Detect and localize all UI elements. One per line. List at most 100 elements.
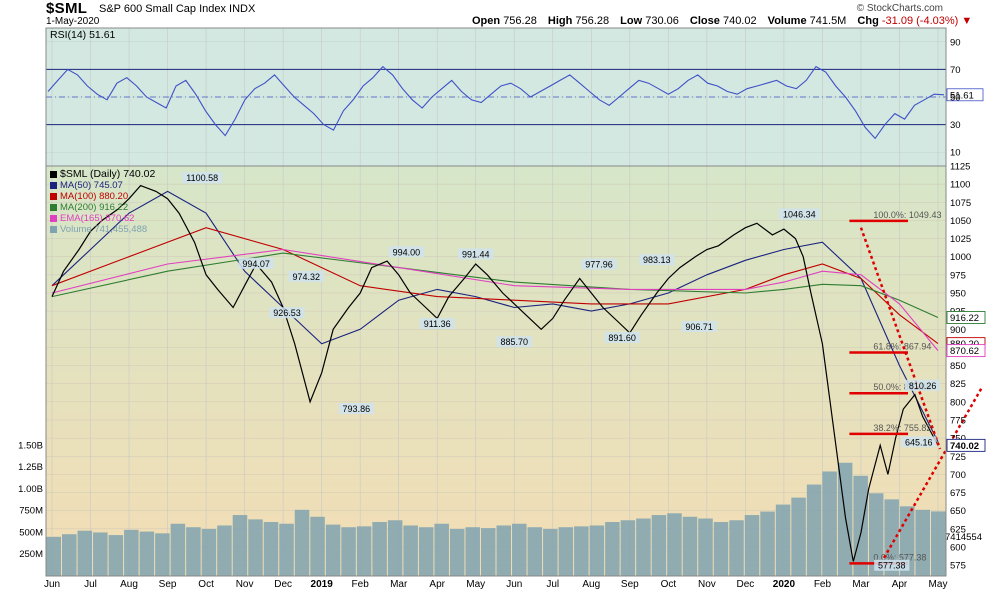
right-value-tag: 740.02 (946, 438, 986, 452)
x-tick-label: Jul (84, 579, 97, 590)
price-annotation: 1046.34 (779, 208, 820, 220)
open-value: 756.28 (503, 15, 537, 27)
volume-bar (527, 527, 543, 576)
annotation-box (581, 258, 617, 270)
volume-bar (341, 527, 356, 576)
price-tick-label: 950 (950, 288, 966, 299)
price-annotation: 977.96 (581, 258, 617, 270)
close-label: Close (689, 15, 720, 27)
rsi-tick-label: 10 (950, 148, 961, 159)
volume-bar (899, 506, 915, 576)
annotation-box (496, 336, 532, 348)
price-tick-label: 1075 (950, 198, 971, 209)
x-tick-label: Feb (352, 579, 370, 590)
annotation-box (419, 318, 455, 330)
volume-bar (884, 499, 899, 576)
volume-bar (325, 524, 341, 576)
fib-level-label: 0.0%: 577.38 (873, 552, 926, 562)
volume-bar (574, 526, 589, 576)
rsi-title: RSI(14) 51.61 (50, 29, 116, 41)
right-value-tag: 870.62 (946, 344, 986, 358)
ohlc-summary: Open 756.28 High 756.28 Low 730.06 Close… (472, 15, 972, 27)
volume-bar (418, 527, 434, 576)
x-tick-label: Mar (852, 579, 870, 590)
price-annotation: 885.70 (496, 336, 532, 348)
annotation-label: 994.07 (242, 259, 270, 269)
annotation-label: 911.36 (424, 319, 451, 329)
annotation-label: 974.32 (292, 272, 320, 282)
price-tick-label: 700 (950, 470, 966, 481)
volume-bar (93, 532, 108, 576)
price-tick-label: 975 (950, 270, 966, 281)
annotation-box (338, 403, 374, 414)
rsi-line (47, 65, 945, 140)
rsi-value-label: 51.61 (950, 90, 974, 101)
chg-label: Chg (857, 15, 879, 27)
x-tick-label: Aug (120, 579, 138, 590)
volume-bar (806, 484, 822, 576)
x-tick-label: Jun (44, 579, 60, 590)
annotation-label: 994.00 (393, 247, 421, 257)
annotation-label: 977.96 (585, 260, 613, 270)
volume-bar (232, 515, 248, 576)
price-tick-label: 1000 (950, 252, 971, 263)
open-label: Open (472, 15, 501, 27)
volume-bar (77, 530, 93, 576)
annotation-label: 906.71 (685, 322, 713, 332)
price-tick-label: 900 (950, 325, 966, 336)
price-tick-label: 725 (950, 452, 966, 463)
annotation-box (681, 321, 717, 332)
volume-bar (124, 529, 139, 576)
volume-bar (449, 528, 465, 576)
legend-entry: EMA(165) 870.62 (60, 213, 134, 224)
x-tick-label: 2019 (311, 579, 334, 590)
volume-bar (698, 518, 713, 576)
volume-bar (930, 511, 946, 576)
legend-swatch (50, 171, 57, 178)
x-tick-label: Dec (736, 579, 754, 590)
price-tick-label: 800 (950, 397, 966, 408)
price-annotation: 1100.58 (182, 172, 223, 184)
volume-bar (356, 526, 372, 576)
volume-bar (155, 533, 170, 576)
x-tick-label: Nov (236, 579, 254, 590)
legend-swatch (50, 226, 57, 233)
volume-bar (791, 497, 806, 576)
x-tick-label: 2020 (773, 579, 796, 590)
price-tick-label: 1025 (950, 234, 971, 245)
volume-value: 741.5M (809, 15, 847, 27)
fib-level-label: 50.0%: 811.88 (873, 382, 930, 392)
value-tag-label: 870.62 (950, 346, 979, 357)
volume-bar (713, 522, 729, 576)
volume-bar (403, 525, 418, 576)
rsi-tick-label: 30 (950, 120, 961, 131)
value-tag-box (946, 344, 986, 358)
volume-tick-label: 250M (19, 549, 43, 560)
x-tick-label: Aug (582, 579, 600, 590)
high-value: 756.28 (575, 15, 610, 27)
price-annotation: 810.26 (904, 379, 941, 391)
annotation-box (288, 270, 324, 282)
annotation-label: 793.86 (343, 404, 371, 414)
volume-tick-label: 500M (19, 527, 43, 538)
volume-bar (775, 504, 791, 576)
volume-tick-label: 1.50B (18, 440, 43, 451)
price-tick-label: 850 (950, 361, 966, 372)
value-tag-box (946, 438, 986, 452)
stockcharts-credit: © StockCharts.com (856, 3, 943, 14)
annotation-label: 983.13 (643, 255, 671, 265)
annotation-label: 810.26 (909, 381, 937, 391)
annotation-box (904, 379, 941, 391)
price-tick-label: 575 (950, 561, 966, 572)
volume-bar (279, 523, 294, 576)
volume-bar (620, 520, 636, 576)
x-tick-label: Dec (274, 579, 292, 590)
volume-bar (512, 523, 527, 576)
price-tick-label: 775 (950, 415, 966, 426)
volume-bar (294, 509, 310, 576)
volume-bar (915, 509, 930, 576)
chart-date: 1-May-2020 (46, 16, 100, 27)
volume-bar (46, 536, 62, 576)
price-panel-border (45, 165, 947, 577)
